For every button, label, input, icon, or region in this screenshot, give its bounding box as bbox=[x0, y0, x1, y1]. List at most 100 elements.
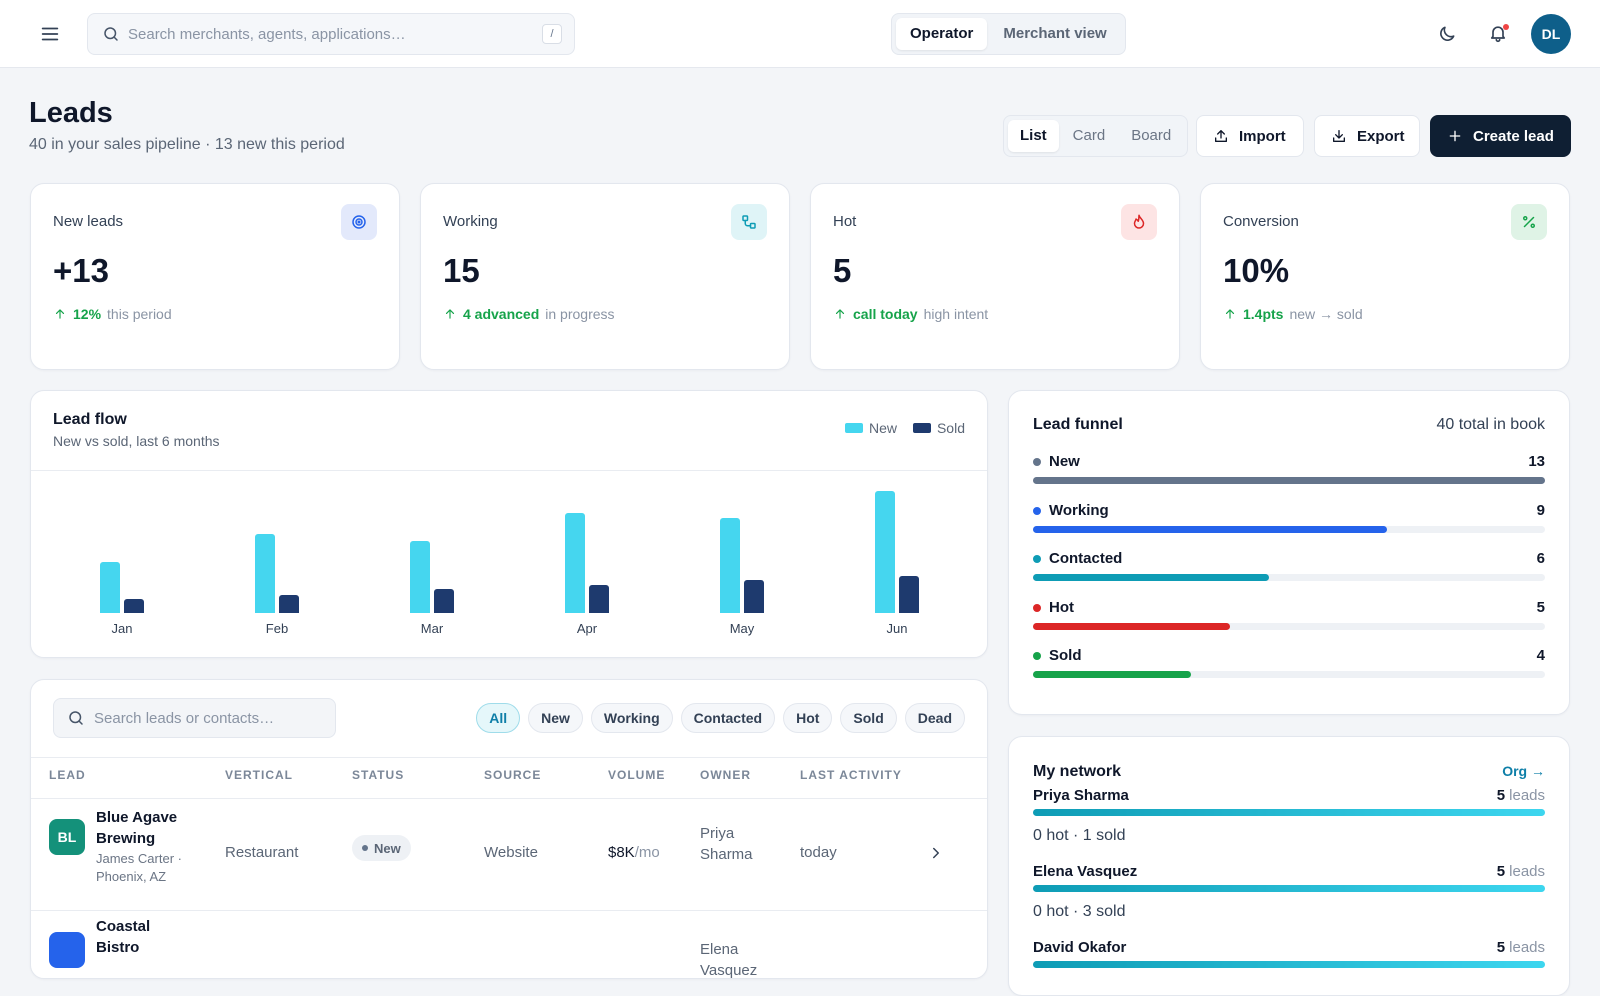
user-avatar[interactable]: DL bbox=[1531, 14, 1571, 54]
lead-name: Coastal Bistro bbox=[96, 918, 151, 956]
lead-flow-card: Lead flow New vs sold, last 6 months New So… bbox=[30, 390, 988, 658]
x-tick-label: Jan bbox=[111, 621, 133, 636]
stage-dot bbox=[1033, 458, 1041, 466]
column-header: OWNER bbox=[700, 768, 751, 782]
layout-option[interactable]: List bbox=[1008, 120, 1059, 152]
funnel-title: Lead funnel bbox=[1033, 416, 1123, 433]
icon bbox=[1213, 128, 1229, 144]
lead-search[interactable]: Search leads or contacts… bbox=[53, 698, 336, 738]
filter-chip[interactable]: Dead bbox=[904, 703, 965, 733]
filter-chip[interactable]: All bbox=[476, 703, 521, 733]
legend-item: Sold bbox=[912, 420, 965, 436]
stage-count: 4 bbox=[1536, 647, 1545, 664]
network-title: My network bbox=[1033, 763, 1122, 780]
lead-name: Blue Agave Brewing bbox=[96, 809, 178, 847]
divider bbox=[31, 757, 987, 758]
column-header: VOLUME bbox=[608, 768, 666, 782]
person-bar bbox=[1033, 809, 1545, 816]
theme-button[interactable] bbox=[1437, 24, 1457, 49]
lead-count: 5 bbox=[1496, 863, 1506, 880]
x-tick-label: Feb bbox=[265, 621, 289, 636]
volume: $8K/mo bbox=[608, 844, 660, 861]
action-button[interactable]: Create lead bbox=[1430, 115, 1571, 157]
view-toggle: Operator Merchant view bbox=[891, 13, 1126, 55]
lead-unit: leads bbox=[1509, 787, 1545, 804]
lead-count: 5 bbox=[1496, 939, 1506, 956]
person-summary: 0 hot · 1 sold bbox=[1033, 827, 1126, 844]
page-subtitle: 40 in your sales pipeline · 13 new this … bbox=[29, 136, 345, 153]
action-button[interactable]: Export bbox=[1314, 115, 1420, 157]
filter-chip[interactable]: Sold bbox=[840, 703, 897, 733]
stage-track bbox=[1033, 574, 1545, 581]
volume-amount: $8K bbox=[608, 844, 635, 861]
stage-track bbox=[1033, 622, 1545, 630]
x-tick-label: Apr bbox=[576, 621, 598, 636]
filter-chip[interactable]: Contacted bbox=[680, 703, 776, 733]
global-search[interactable]: Search merchants, agents, applications… / bbox=[87, 13, 575, 55]
stage-count: 13 bbox=[1528, 453, 1545, 470]
person-bar bbox=[1033, 961, 1545, 968]
chart-title: Lead flow bbox=[53, 411, 127, 428]
bar bbox=[255, 534, 275, 613]
divider bbox=[31, 910, 987, 911]
bar bbox=[565, 513, 585, 613]
kpi-label: New leads bbox=[53, 213, 124, 230]
stage-dot bbox=[1033, 603, 1041, 612]
column-header: SOURCE bbox=[484, 768, 542, 782]
kpi-delta-row: call today high intent bbox=[833, 306, 988, 322]
lead-unit: leads bbox=[1509, 863, 1545, 880]
leads-table-card: Search leads or contacts… All New Working Co… bbox=[30, 679, 988, 979]
icon bbox=[102, 25, 120, 48]
lead-avatar bbox=[49, 932, 85, 968]
bar bbox=[875, 490, 895, 613]
notification-dot bbox=[1503, 24, 1509, 30]
legend-item: New bbox=[844, 420, 897, 436]
layout-toggle: List Card Board bbox=[1003, 115, 1189, 157]
kpi-label: Working bbox=[443, 213, 498, 230]
kpi-value: +13 bbox=[53, 252, 109, 289]
toggle-option[interactable]: Merchant view bbox=[1003, 25, 1107, 42]
org-link[interactable]: Org → bbox=[1502, 763, 1545, 779]
stage-bar bbox=[1033, 525, 1388, 533]
lead-contact: James Carter · Phoenix, AZ bbox=[96, 851, 182, 884]
network-card: My network Org → Priya Sharma 5 leads 0 hot ·… bbox=[1008, 736, 1570, 996]
bar bbox=[410, 540, 430, 613]
layout-option[interactable]: Card bbox=[1072, 127, 1106, 144]
source: Website bbox=[484, 844, 538, 861]
kpi-card: Hot 5 call today high intent bbox=[810, 183, 1180, 370]
filter-chip[interactable]: Working bbox=[590, 703, 673, 733]
icon bbox=[443, 307, 457, 321]
person-leads: 5 leads bbox=[1497, 939, 1545, 956]
filter-chip[interactable]: New bbox=[528, 703, 583, 733]
row-open[interactable] bbox=[927, 844, 945, 867]
layout-option[interactable]: Board bbox=[1131, 127, 1172, 144]
bar bbox=[720, 518, 740, 613]
kpi-icon bbox=[731, 204, 767, 240]
stage-bar bbox=[1033, 622, 1230, 630]
stage-dot bbox=[1033, 652, 1041, 660]
lead-avatar: BL bbox=[49, 819, 85, 855]
bar bbox=[279, 594, 299, 613]
button-label: Export bbox=[1357, 127, 1405, 145]
notifications-button[interactable] bbox=[1488, 23, 1508, 48]
stage-name: Hot bbox=[1049, 598, 1074, 616]
search-placeholder: Search leads or contacts… bbox=[94, 710, 275, 727]
stage-count: 9 bbox=[1536, 501, 1545, 519]
vertical: Restaurant bbox=[225, 844, 299, 861]
kpi-label: Hot bbox=[833, 213, 857, 230]
stage-dot bbox=[1033, 506, 1041, 515]
menu-button[interactable] bbox=[39, 23, 61, 50]
bar bbox=[589, 585, 609, 613]
status-dot bbox=[362, 845, 368, 851]
action-button[interactable]: Import bbox=[1196, 115, 1304, 157]
filter-chip[interactable]: Hot bbox=[783, 703, 833, 733]
stage-track bbox=[1033, 671, 1545, 678]
toggle-option[interactable]: Operator bbox=[896, 18, 988, 50]
status-pill: New bbox=[352, 835, 411, 861]
legend-label: New bbox=[868, 420, 897, 436]
kpi-icon bbox=[341, 204, 377, 240]
kpi-card: Conversion 10% 1.4pts new → sold bbox=[1200, 183, 1570, 370]
kpi-delta: 4 advanced bbox=[463, 306, 540, 322]
bar bbox=[100, 562, 120, 613]
kpi-note: high intent bbox=[923, 306, 989, 322]
